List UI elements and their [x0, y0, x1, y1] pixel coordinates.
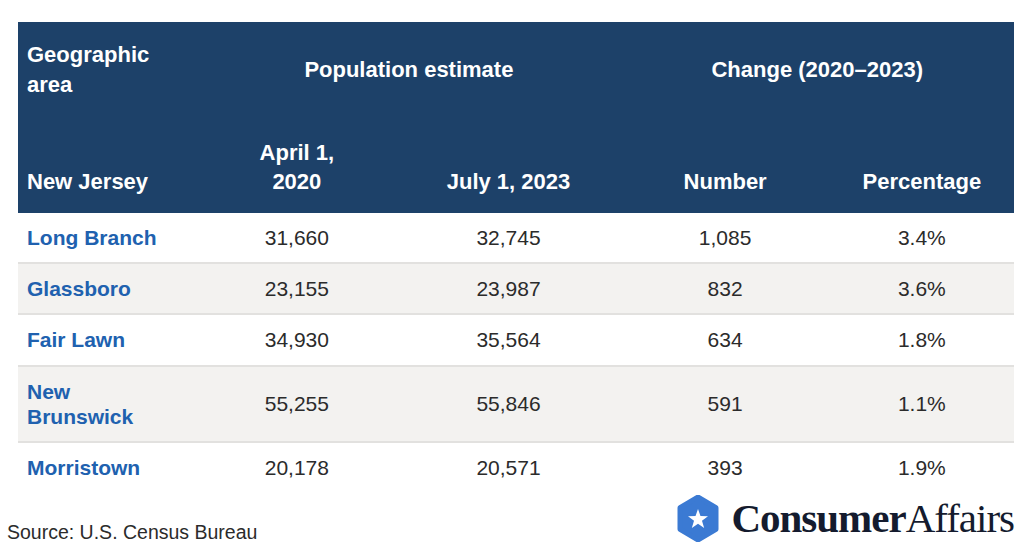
header-number: Number	[621, 117, 830, 213]
brand-wordmark: ConsumerAffairs	[731, 498, 1014, 539]
header-new-jersey: New Jersey	[18, 117, 197, 213]
change-number-value: 1,085	[621, 213, 830, 263]
header-percentage: Percentage	[830, 117, 1014, 213]
change-pct-value: 3.4%	[830, 213, 1014, 263]
city-name: Glassboro	[27, 277, 131, 300]
city-name: Long Branch	[27, 226, 157, 249]
pop-2023-value: 35,564	[396, 314, 620, 365]
header-population-estimate: Population estimate	[197, 22, 620, 117]
table-row: Morristown 20,178 20,571 393 1.9%	[18, 442, 1014, 492]
pop-2020-value: 20,178	[197, 442, 396, 492]
change-pct-value: 1.8%	[830, 314, 1014, 365]
table-header: Geographic area Population estimate Chan…	[18, 22, 1014, 213]
table-row: Glassboro 23,155 23,987 832 3.6%	[18, 263, 1014, 314]
change-pct-value: 1.9%	[830, 442, 1014, 492]
april-1-2020-label: April 1, 2020	[249, 138, 345, 197]
pop-2020-value: 23,155	[197, 263, 396, 314]
header-april-1-2020: April 1, 2020	[197, 117, 396, 213]
table-row: Long Branch 31,660 32,745 1,085 3.4%	[18, 213, 1014, 263]
pop-2023-value: 32,745	[396, 213, 620, 263]
city-name: New Brunswick	[27, 379, 133, 429]
pop-2020-value: 31,660	[197, 213, 396, 263]
header-geographic-area: Geographic area	[18, 22, 197, 117]
header-columns-row: New Jersey April 1, 2020 July 1, 2023 Nu…	[18, 117, 1014, 213]
change-pct-value: 1.1%	[830, 366, 1014, 442]
source-attribution: Source: U.S. Census Bureau	[7, 521, 257, 544]
geographic-area-label: Geographic area	[27, 40, 177, 99]
header-july-1-2023: July 1, 2023	[396, 117, 620, 213]
pop-2023-value: 23,987	[396, 263, 620, 314]
change-pct-value: 3.6%	[830, 263, 1014, 314]
pop-2023-value: 20,571	[396, 442, 620, 492]
table-row: Fair Lawn 34,930 35,564 634 1.8%	[18, 314, 1014, 365]
population-infographic: Geographic area Population estimate Chan…	[0, 0, 1024, 556]
header-change-2020-2023: Change (2020–2023)	[621, 22, 1014, 117]
star-hexagon-icon	[677, 495, 719, 542]
table-body: Long Branch 31,660 32,745 1,085 3.4% Gla…	[18, 213, 1014, 492]
city-name: Fair Lawn	[27, 328, 125, 351]
change-number-value: 591	[621, 366, 830, 442]
header-group-row: Geographic area Population estimate Chan…	[18, 22, 1014, 117]
population-table: Geographic area Population estimate Chan…	[18, 22, 1014, 492]
table-row: New Brunswick 55,255 55,846 591 1.1%	[18, 366, 1014, 442]
pop-2023-value: 55,846	[396, 366, 620, 442]
change-number-value: 634	[621, 314, 830, 365]
consumeraffairs-logo: ConsumerAffairs	[677, 491, 1014, 545]
change-number-value: 832	[621, 263, 830, 314]
pop-2020-value: 55,255	[197, 366, 396, 442]
brand-consumer: Consumer	[731, 495, 905, 541]
pop-2020-value: 34,930	[197, 314, 396, 365]
change-number-value: 393	[621, 442, 830, 492]
city-name: Morristown	[27, 456, 140, 479]
brand-affairs: Affairs	[906, 495, 1014, 541]
